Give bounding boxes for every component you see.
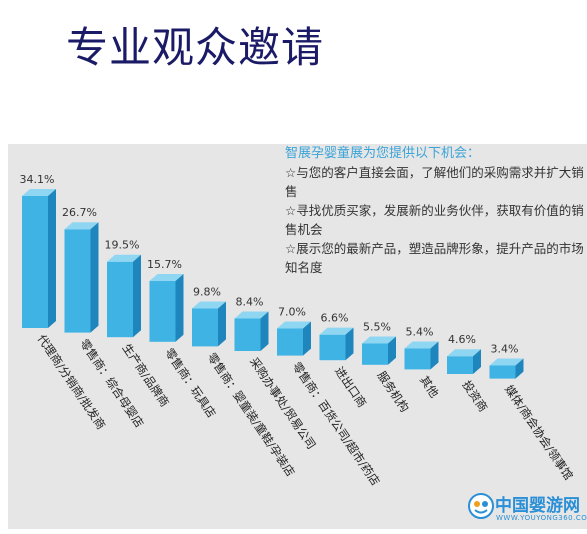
- bar-side: [175, 274, 184, 342]
- bar-side: [260, 311, 269, 351]
- value-label: 7.0%: [278, 306, 306, 319]
- brand-url: WWW.YOUYONG360.COM: [496, 514, 587, 522]
- category-label: 进出口商: [332, 364, 369, 410]
- bar-top: [277, 321, 311, 329]
- bar: [22, 196, 48, 328]
- brand-logo-icon: [468, 493, 494, 519]
- bar: [234, 318, 261, 351]
- bar-top: [192, 301, 226, 309]
- category-label: 其他: [417, 373, 442, 400]
- bar: [277, 328, 303, 356]
- bar-side: [430, 341, 439, 370]
- bar-top: [362, 336, 396, 344]
- bar-top: [404, 341, 439, 349]
- bar-side: [90, 222, 99, 333]
- bar-top: [22, 189, 56, 196]
- value-label: 9.8%: [193, 285, 221, 298]
- value-label: 4.6%: [448, 333, 476, 346]
- bar: [149, 281, 176, 342]
- bar-side: [473, 349, 481, 374]
- value-label: 5.5%: [363, 321, 391, 334]
- page-title: 专业观众邀请: [66, 23, 325, 72]
- bar-top: [64, 222, 99, 230]
- bar-side: [218, 301, 226, 347]
- bar-top: [149, 274, 184, 282]
- invitation-item: ☆展示您的最新产品，塑造品牌形象，提升产品的市场知名度: [285, 241, 584, 275]
- bar: [192, 308, 218, 347]
- category-label: 代理商/分销商/批发商: [35, 332, 109, 432]
- bar-side: [515, 358, 524, 379]
- value-label: 6.6%: [321, 312, 349, 325]
- bar: [362, 343, 388, 365]
- bar-top: [234, 311, 269, 319]
- bar-top: [489, 358, 524, 366]
- bar-top: [447, 349, 481, 357]
- value-label: 8.4%: [236, 295, 264, 308]
- invitation-item: ☆与您的客户直接会面，了解他们的采购需求并扩大销售: [285, 165, 584, 199]
- value-label: 15.7%: [147, 258, 182, 271]
- bar-side: [48, 189, 56, 328]
- bar: [447, 356, 473, 374]
- category-label: 服务机构: [375, 369, 412, 415]
- bar: [489, 365, 516, 379]
- invitation-box: 智展孕婴童展为您提供以下机会： ☆与您的客户直接会面，了解他们的采购需求并扩大销…: [285, 144, 585, 277]
- value-label: 19.5%: [105, 239, 140, 252]
- value-label: 26.7%: [62, 206, 97, 219]
- brand-name: 中国婴游网: [495, 496, 580, 516]
- invitation-item: ☆寻找优质买家，发展新的业务伙伴，获取有价值的销售机会: [285, 203, 584, 237]
- bar: [404, 348, 431, 370]
- category-label: 投资商: [460, 378, 491, 414]
- brand-logo-block: 中国婴游网 WWW.YOUYONG360.COM: [468, 490, 587, 530]
- category-label: 媒体/商会协会/领事馆: [502, 382, 576, 482]
- bar-side: [345, 327, 354, 361]
- bar-side: [388, 336, 396, 365]
- value-label: 3.4%: [491, 342, 519, 355]
- bar-top: [319, 327, 354, 335]
- value-label: 34.1%: [20, 173, 55, 186]
- value-label: 5.4%: [406, 325, 434, 338]
- bar: [319, 334, 346, 361]
- invitation-heading: 智展孕婴童展为您提供以下机会：: [285, 146, 481, 161]
- bar: [64, 229, 91, 333]
- bar: [107, 261, 133, 338]
- bar-side: [133, 254, 141, 338]
- bar-top: [107, 254, 141, 262]
- bar-side: [303, 321, 311, 356]
